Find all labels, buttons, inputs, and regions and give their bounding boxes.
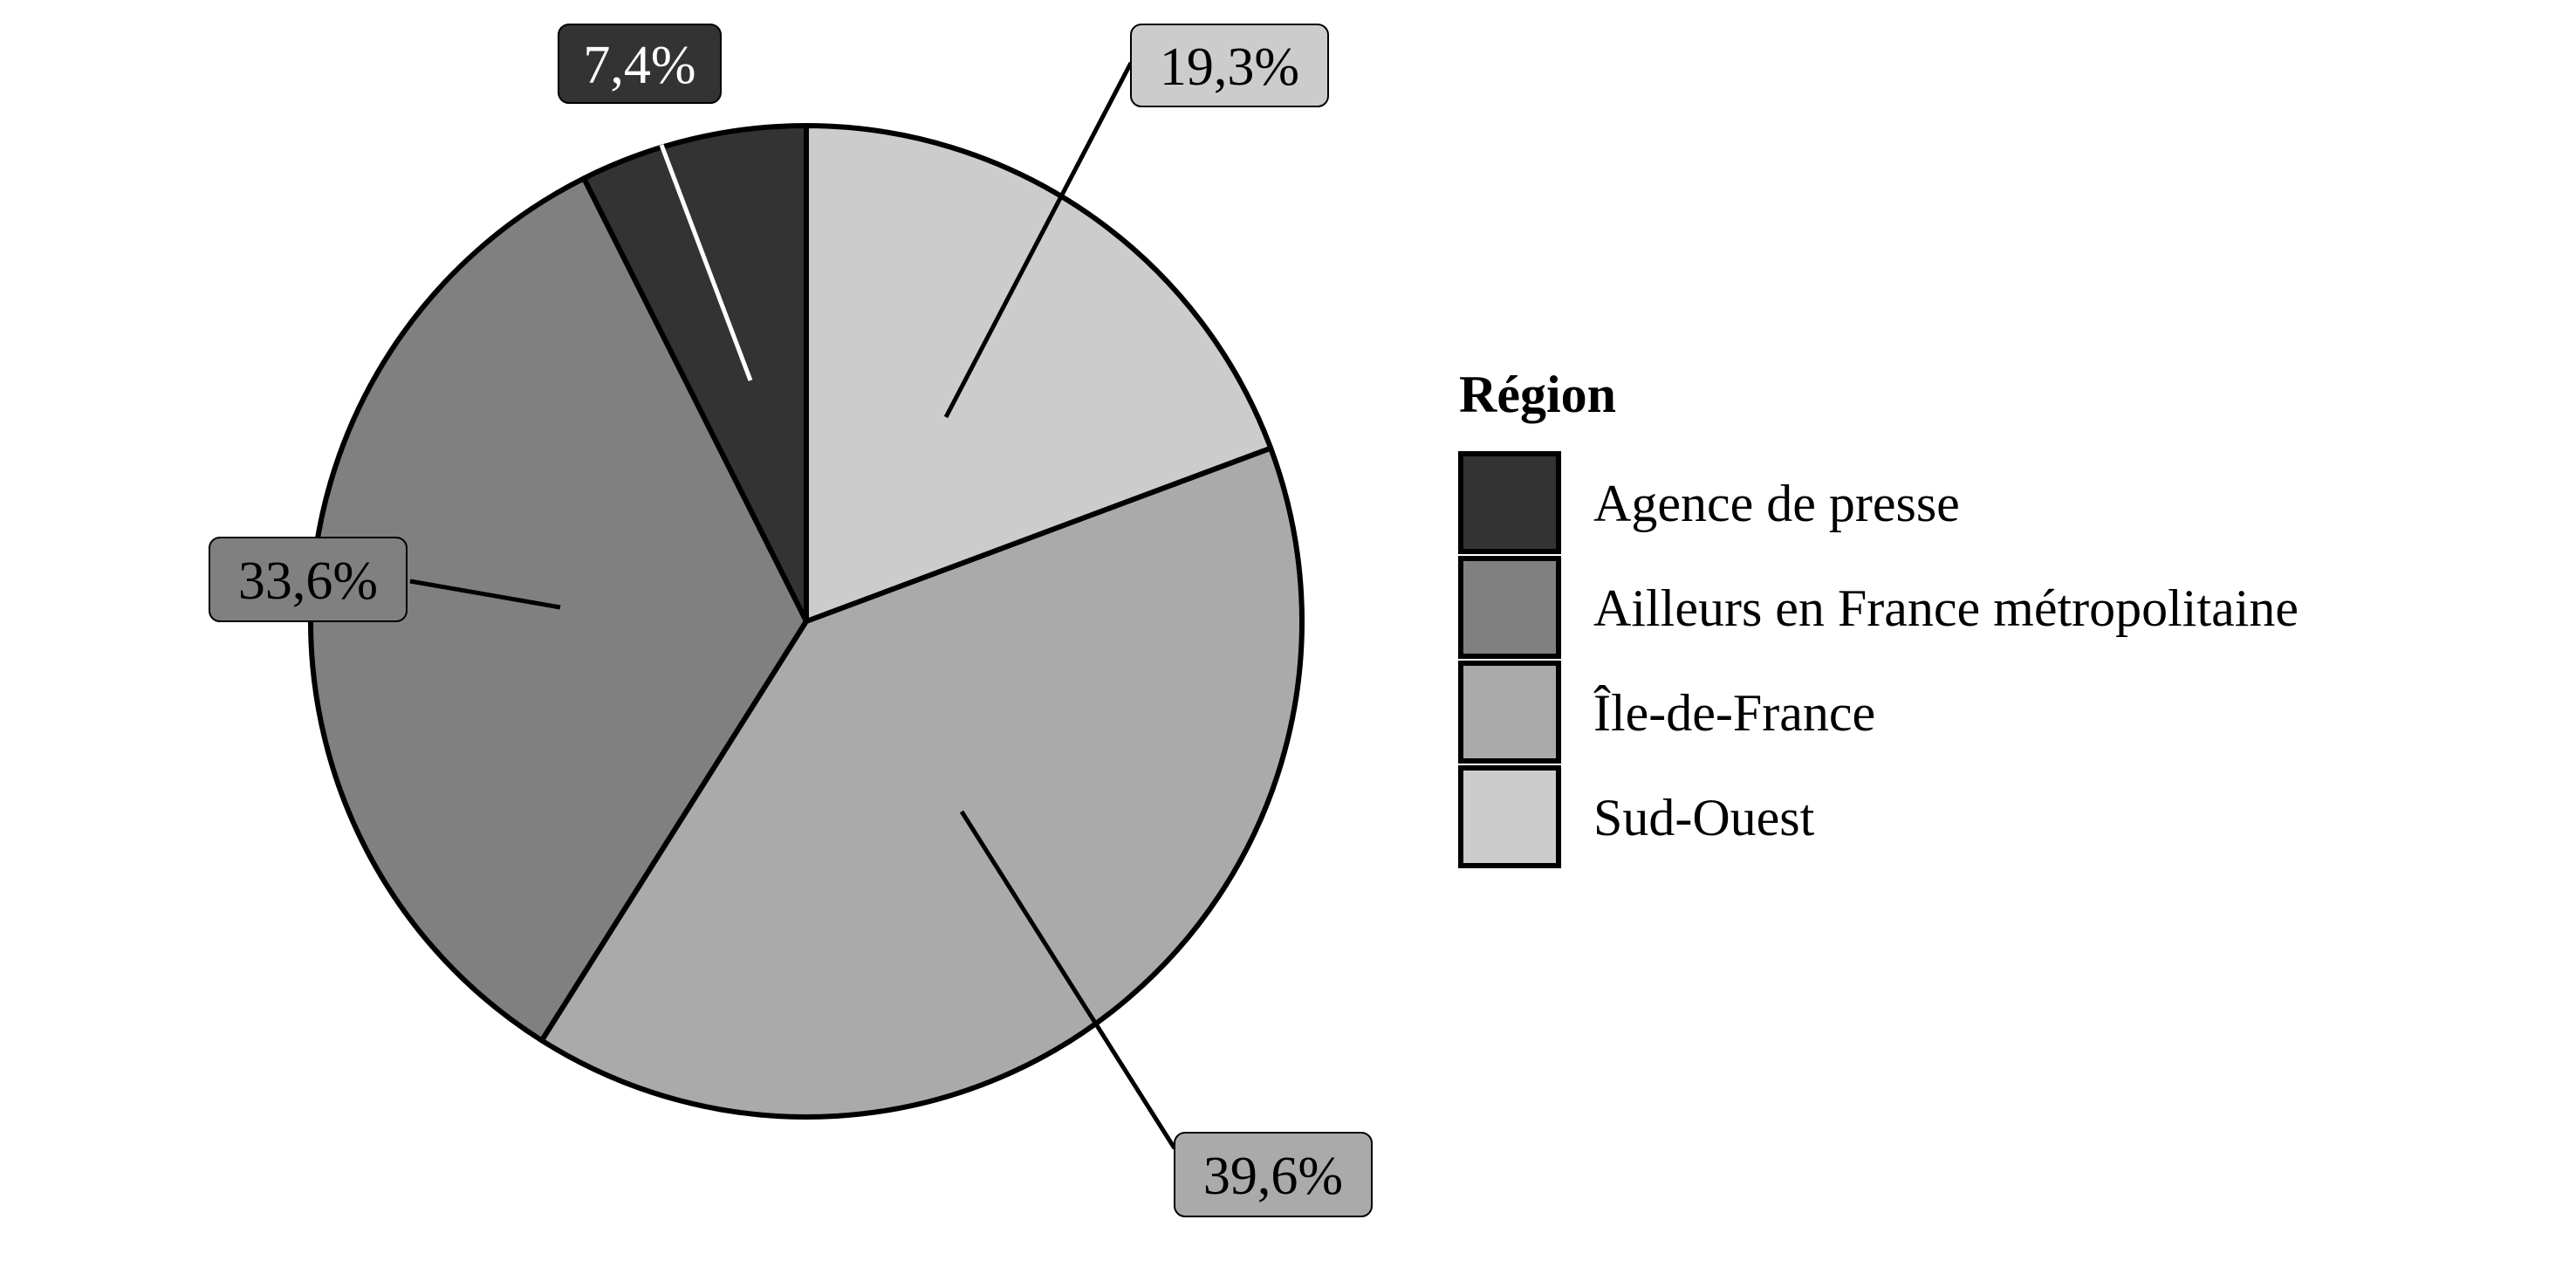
legend-swatch-4 bbox=[1458, 765, 1561, 868]
legend-label-4: Sud-Ouest bbox=[1593, 789, 1815, 846]
slice-label-text-2: 33,6% bbox=[238, 552, 378, 611]
legend-label-1: Agence de presse bbox=[1593, 475, 1960, 532]
pie-slices bbox=[308, 123, 1305, 1120]
slice-labels: 7,4% 33,6% 39,6% 19,3% bbox=[209, 24, 1373, 1217]
legend-title: Région bbox=[1459, 366, 1616, 423]
pie-slice-1 bbox=[581, 123, 809, 624]
leader-line-1 bbox=[659, 144, 753, 381]
pie-slice-3 bbox=[538, 445, 1305, 1120]
pie-slice-4 bbox=[804, 123, 1274, 624]
slice-label-box-4 bbox=[1130, 24, 1329, 107]
slice-label-3: 39,6% bbox=[1174, 1132, 1373, 1217]
leader-line-4 bbox=[943, 61, 1134, 419]
legend: Région Agence de presse Ailleurs en Franc… bbox=[1458, 366, 2299, 868]
legend-swatch-3 bbox=[1458, 661, 1561, 764]
leader-line-2 bbox=[409, 579, 561, 610]
slice-label-text-3: 39,6% bbox=[1203, 1147, 1343, 1206]
slice-label-box-1 bbox=[558, 24, 722, 104]
slice-label-box-3 bbox=[1174, 1132, 1373, 1217]
legend-label-2: Ailleurs en France métropolitaine bbox=[1593, 579, 2299, 637]
slice-label-box-2 bbox=[209, 537, 408, 622]
legend-swatch-1 bbox=[1458, 451, 1561, 554]
label-leader-lines bbox=[409, 61, 1177, 1150]
legend-swatch-2 bbox=[1458, 556, 1561, 659]
slice-label-4: 19,3% bbox=[1130, 24, 1329, 107]
slice-label-2: 33,6% bbox=[209, 537, 408, 622]
slice-label-text-1: 7,4% bbox=[583, 36, 695, 95]
legend-label-3: Île-de-France bbox=[1593, 684, 1875, 742]
leader-line-3 bbox=[959, 810, 1177, 1150]
slice-label-text-4: 19,3% bbox=[1160, 38, 1299, 97]
slice-label-1: 7,4% bbox=[558, 24, 722, 104]
